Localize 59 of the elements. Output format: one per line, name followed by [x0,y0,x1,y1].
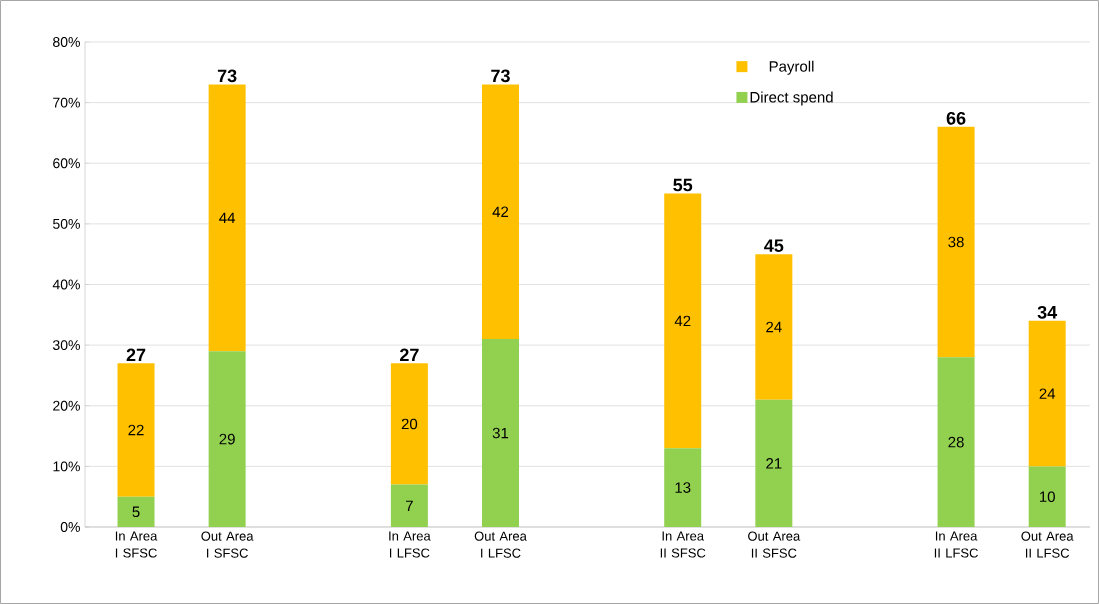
x-tick-label: In Area II LFSC [934,531,978,558]
x-tick-label: Out Area I SFSC [201,531,254,558]
bar [1028,466,1066,527]
data-label: 24 [766,321,782,333]
data-label: 24 [1039,388,1056,399]
bar [664,193,702,449]
data-label: 13 [675,482,691,493]
total-label: 55 [673,178,693,192]
bar [1028,320,1066,467]
total-label: 27 [126,348,146,362]
y-tick-label: 0% [60,522,80,532]
data-label: 10 [1039,491,1055,502]
bar [208,351,246,527]
legend-label: Direct spend [750,91,833,106]
bar [755,399,793,527]
y-tick-label: 70% [53,97,80,108]
total-label: 27 [399,348,419,362]
y-tick-label: 80% [53,37,80,47]
bar [937,126,975,358]
bar [755,254,793,400]
bar [481,84,519,340]
x-tick-label: In Area I SFSC [115,531,158,558]
bar [117,496,155,527]
bar [390,363,428,485]
legend-label: Payroll [769,60,814,75]
x-tick-label: Out Area I LFSC [474,531,527,558]
y-tick-label: 40% [52,279,80,290]
y-tick-label: 10% [53,461,80,472]
data-label: 20 [401,418,418,430]
data-label: 38 [948,236,964,248]
data-label: 7 [405,500,413,511]
x-tick-label: In Area II SFSC [660,531,706,558]
data-label: 29 [219,433,235,445]
x-tick-label: Out Area II LFSC [1021,531,1074,558]
data-label: 28 [948,436,964,448]
data-label: 42 [492,206,509,217]
y-tick-label: 30% [52,340,80,351]
total-label: 73 [491,69,510,83]
data-label: 21 [766,458,782,469]
bar [664,448,702,527]
data-label: 22 [128,424,144,436]
x-tick-label: In Area I LFSC [389,531,431,558]
total-label: 45 [764,239,784,252]
bar [481,339,519,527]
data-label: 5 [132,506,140,518]
data-label: 44 [219,212,236,223]
bar [208,84,246,352]
y-tick-label: 20% [53,400,80,411]
y-tick-label: 50% [53,218,80,229]
x-tick-label: Out Area II SFSC [748,531,801,558]
total-label: 66 [946,111,966,125]
bar [117,363,155,497]
bar [937,357,975,527]
data-label: 42 [674,315,691,327]
y-tick-label: 60% [53,158,80,169]
bar [390,484,428,527]
data-label: 31 [492,427,509,439]
total-label: 34 [1037,305,1058,319]
total-label: 73 [217,69,237,83]
